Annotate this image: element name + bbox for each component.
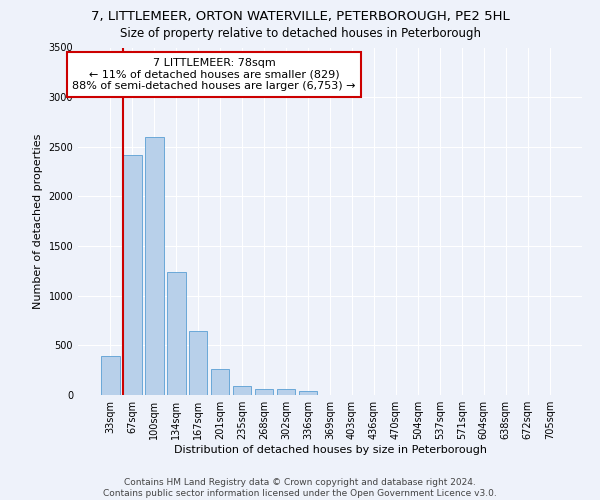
Text: 7, LITTLEMEER, ORTON WATERVILLE, PETERBOROUGH, PE2 5HL: 7, LITTLEMEER, ORTON WATERVILLE, PETERBO… xyxy=(91,10,509,23)
Bar xyxy=(211,369,229,395)
Bar xyxy=(123,154,142,395)
Bar xyxy=(233,386,251,395)
X-axis label: Distribution of detached houses by size in Peterborough: Distribution of detached houses by size … xyxy=(173,445,487,455)
Bar xyxy=(189,332,208,395)
Y-axis label: Number of detached properties: Number of detached properties xyxy=(33,134,43,309)
Text: Contains HM Land Registry data © Crown copyright and database right 2024.
Contai: Contains HM Land Registry data © Crown c… xyxy=(103,478,497,498)
Text: Size of property relative to detached houses in Peterborough: Size of property relative to detached ho… xyxy=(119,28,481,40)
Bar xyxy=(277,389,295,395)
Text: 7 LITTLEMEER: 78sqm
← 11% of detached houses are smaller (829)
88% of semi-detac: 7 LITTLEMEER: 78sqm ← 11% of detached ho… xyxy=(73,58,356,91)
Bar xyxy=(299,390,317,395)
Bar xyxy=(255,389,274,395)
Bar xyxy=(167,272,185,395)
Bar xyxy=(101,356,119,395)
Bar xyxy=(145,137,164,395)
